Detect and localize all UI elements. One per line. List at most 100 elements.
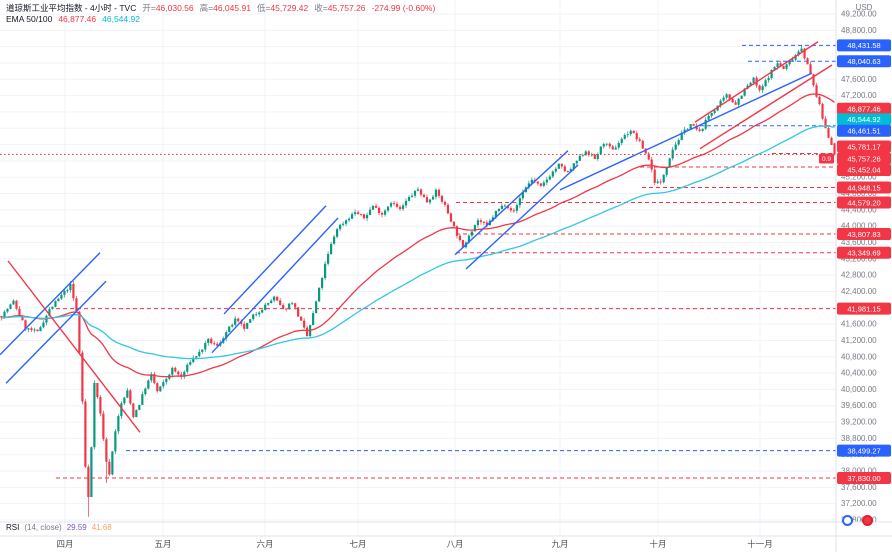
svg-text:45,757.26: 45,757.26 bbox=[847, 154, 880, 163]
svg-text:42,800.00: 42,800.00 bbox=[841, 271, 877, 280]
ema100-value: 46,544.92 bbox=[102, 14, 140, 25]
axis-currency-label: USD bbox=[855, 3, 873, 12]
svg-text:十一月: 十一月 bbox=[747, 539, 773, 549]
rsi-indicator-row: RSI (14, close) 29.59 41.68 bbox=[6, 523, 112, 532]
svg-text:45,200.00: 45,200.00 bbox=[841, 173, 877, 182]
svg-text:38,800.00: 38,800.00 bbox=[841, 434, 877, 443]
price-level-badge bbox=[837, 444, 891, 457]
svg-text:44,400.00: 44,400.00 bbox=[841, 205, 877, 214]
open-value: 46,030.56 bbox=[155, 3, 194, 13]
svg-text:41,600.00: 41,600.00 bbox=[841, 320, 877, 329]
svg-text:0.9: 0.9 bbox=[822, 156, 831, 163]
high-value: 46,045.91 bbox=[213, 3, 251, 13]
chart-corner-markers bbox=[842, 515, 873, 526]
svg-text:45,452.04: 45,452.04 bbox=[847, 166, 880, 175]
gridlines bbox=[0, 0, 836, 536]
svg-text:49,200.00: 49,200.00 bbox=[841, 10, 877, 19]
svg-text:41,981.15: 41,981.15 bbox=[847, 304, 880, 313]
change-value: -274.99 (-0.60%) bbox=[371, 3, 436, 13]
time-axis[interactable]: 四月 五月 六月 七月 八月 九月 十月 十一月 bbox=[56, 539, 772, 549]
price-level-badge bbox=[837, 55, 891, 68]
price-level-badge bbox=[837, 181, 891, 194]
red-circle-marker[interactable] bbox=[862, 515, 873, 526]
svg-text:47,200.00: 47,200.00 bbox=[841, 91, 877, 100]
svg-text:40,400.00: 40,400.00 bbox=[841, 369, 877, 378]
svg-text:六月: 六月 bbox=[256, 539, 273, 549]
price-level-badge bbox=[837, 228, 891, 241]
svg-text:44,000.00: 44,000.00 bbox=[841, 222, 877, 231]
svg-text:38,499.27: 38,499.27 bbox=[847, 446, 880, 455]
svg-text:46,544.92: 46,544.92 bbox=[847, 115, 880, 124]
price-level-badge bbox=[837, 163, 891, 176]
svg-text:44,948.15: 44,948.15 bbox=[847, 183, 880, 192]
svg-text:40,800.00: 40,800.00 bbox=[841, 352, 877, 361]
close-value: 45,757.26 bbox=[327, 3, 366, 13]
svg-text:九月: 九月 bbox=[551, 539, 568, 549]
rsi-value: 29.59 bbox=[66, 523, 87, 532]
svg-text:48,431.58: 48,431.58 bbox=[847, 41, 880, 50]
svg-text:43,807.83: 43,807.83 bbox=[847, 230, 880, 239]
svg-text:37,200.00: 37,200.00 bbox=[841, 499, 877, 508]
svg-text:48,800.00: 48,800.00 bbox=[841, 26, 877, 35]
open-label: 开= bbox=[142, 3, 156, 13]
blue-circle-marker[interactable] bbox=[842, 515, 853, 526]
svg-text:七月: 七月 bbox=[349, 539, 366, 549]
ohlc-close: 收= 45,757.26 bbox=[314, 3, 365, 14]
price-level-badge bbox=[837, 124, 891, 137]
close-label: 收= bbox=[314, 3, 328, 13]
symbol-info-row: 道琼斯工业平均指数 - 4小时 - TVC 开= 46,030.56 高= 46,0… bbox=[6, 3, 435, 14]
svg-text:47,600.00: 47,600.00 bbox=[841, 75, 877, 84]
svg-text:46,461.51: 46,461.51 bbox=[847, 127, 880, 136]
rsi-indicator-label[interactable]: RSI bbox=[6, 523, 20, 532]
rsi-params: (14, close) bbox=[24, 523, 62, 532]
svg-text:41,200.00: 41,200.00 bbox=[841, 336, 877, 345]
svg-text:十月: 十月 bbox=[649, 539, 666, 549]
low-label: 低= bbox=[256, 3, 271, 13]
horizontal-level-lines[interactable] bbox=[56, 44, 836, 479]
symbol-title[interactable]: 道琼斯工业平均指数 - 4小时 - TVC bbox=[6, 3, 137, 13]
svg-text:四月: 四月 bbox=[56, 539, 73, 549]
price-level-badge bbox=[837, 471, 891, 484]
price-level-badge bbox=[837, 196, 891, 209]
svg-text:44,579.20: 44,579.20 bbox=[847, 198, 880, 207]
svg-text:43,200.00: 43,200.00 bbox=[841, 254, 877, 263]
ema-indicator-row: EMA 50/100 46,877.46 46,544.92 bbox=[6, 14, 435, 25]
low-value: 45,729.42 bbox=[270, 3, 309, 13]
svg-text:45,781.17: 45,781.17 bbox=[847, 142, 880, 151]
svg-text:39,200.00: 39,200.00 bbox=[841, 418, 877, 427]
svg-text:48,040.63: 48,040.63 bbox=[847, 57, 880, 66]
price-level-badge bbox=[837, 102, 891, 115]
svg-text:43,600.00: 43,600.00 bbox=[841, 238, 877, 247]
ema-indicator-label[interactable]: EMA 50/100 bbox=[6, 14, 53, 25]
price-level-badge bbox=[837, 113, 891, 126]
ohlc-high: 高= 46,045.91 bbox=[200, 3, 251, 14]
svg-text:44,800.00: 44,800.00 bbox=[841, 189, 877, 198]
ema50-value: 46,877.46 bbox=[58, 14, 97, 25]
ema100-line[interactable] bbox=[1, 125, 835, 360]
svg-text:五月: 五月 bbox=[154, 539, 171, 549]
price-level-badge bbox=[837, 140, 891, 153]
chart-legend: 道琼斯工业平均指数 - 4小时 - TVC 开= 46,030.56 高= 46,0… bbox=[6, 3, 435, 26]
svg-text:36,800.00: 36,800.00 bbox=[841, 516, 877, 525]
svg-text:46,877.46: 46,877.46 bbox=[847, 105, 880, 114]
trendlines[interactable] bbox=[0, 41, 833, 433]
price-level-badge bbox=[837, 246, 891, 259]
current-price-badge bbox=[837, 152, 891, 165]
ohlc-low: 低= 45,729.42 bbox=[257, 3, 308, 14]
svg-text:37,600.00: 37,600.00 bbox=[841, 483, 877, 492]
candles bbox=[0, 45, 836, 517]
svg-text:40,000.00: 40,000.00 bbox=[841, 385, 877, 394]
ohlc-open: 开= 46,030.56 bbox=[142, 3, 193, 14]
bar-countdown-badge bbox=[819, 153, 834, 164]
svg-text:42,400.00: 42,400.00 bbox=[841, 287, 877, 296]
svg-text:八月: 八月 bbox=[446, 539, 463, 549]
svg-text:38,000.00: 38,000.00 bbox=[841, 467, 877, 476]
svg-text:37,830.00: 37,830.00 bbox=[847, 474, 880, 483]
ema50-line[interactable] bbox=[1, 93, 835, 378]
svg-text:39,600.00: 39,600.00 bbox=[841, 401, 877, 410]
price-level-badge bbox=[837, 39, 891, 52]
price-level-badge bbox=[837, 302, 891, 315]
